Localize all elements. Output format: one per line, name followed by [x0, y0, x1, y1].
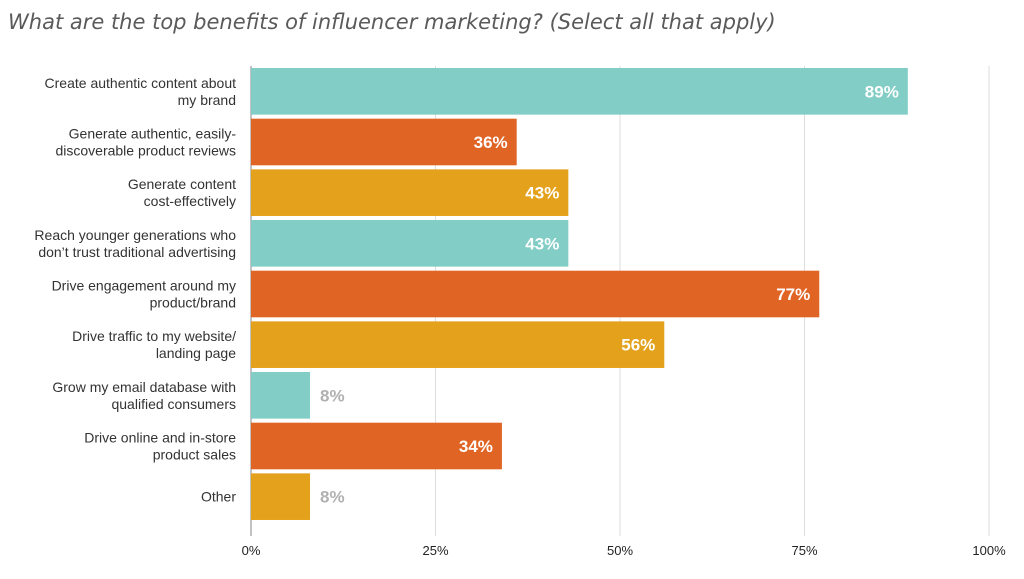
bar	[251, 321, 665, 368]
data-label: 43%	[525, 184, 559, 203]
bar	[251, 372, 311, 419]
bars	[251, 68, 908, 520]
x-tick-label: 25%	[422, 543, 448, 558]
category-label: Drive online and in-store product sales	[84, 430, 236, 463]
value-labels: 89% 36% 43% 43% 77% 56% 8% 34% 8%	[320, 82, 899, 506]
bar	[251, 270, 820, 318]
category-label: Grow my email database with qualified con…	[52, 379, 236, 412]
category-label: Generate authentic, easily-discoverable …	[55, 126, 236, 159]
chart-title: What are the top benefits of influencer …	[8, 10, 776, 34]
x-axis-ticks: 0% 25% 50% 75% 100%	[242, 543, 1006, 558]
bar	[251, 118, 517, 166]
category-label: Reach younger generations who don’t trust…	[34, 227, 236, 260]
bar	[251, 473, 311, 520]
bar	[251, 422, 502, 470]
data-label: 77%	[776, 285, 810, 304]
bar	[251, 68, 908, 115]
bar	[251, 220, 569, 267]
category-label: Other	[201, 489, 236, 505]
category-label: Generate content cost-effectively	[128, 176, 236, 209]
category-label: Create authentic content about my brand	[45, 75, 237, 108]
data-label: 43%	[525, 234, 559, 253]
x-tick-label: 50%	[607, 543, 633, 558]
x-tick-label: 100%	[972, 543, 1006, 558]
data-label: 8%	[320, 386, 345, 405]
data-label: 56%	[621, 336, 655, 355]
data-label: 36%	[474, 133, 508, 152]
x-tick-label: 0%	[242, 543, 261, 558]
category-label: Drive traffic to my website/landing page	[72, 328, 236, 361]
x-tick-label: 75%	[791, 543, 817, 558]
category-label: Drive engagement around my product/brand	[52, 278, 236, 311]
data-label: 89%	[865, 82, 899, 101]
data-label: 8%	[320, 488, 345, 507]
data-label: 34%	[459, 437, 493, 456]
category-labels: Create authentic content about my brand Ge…	[34, 75, 236, 505]
bar	[251, 169, 569, 216]
